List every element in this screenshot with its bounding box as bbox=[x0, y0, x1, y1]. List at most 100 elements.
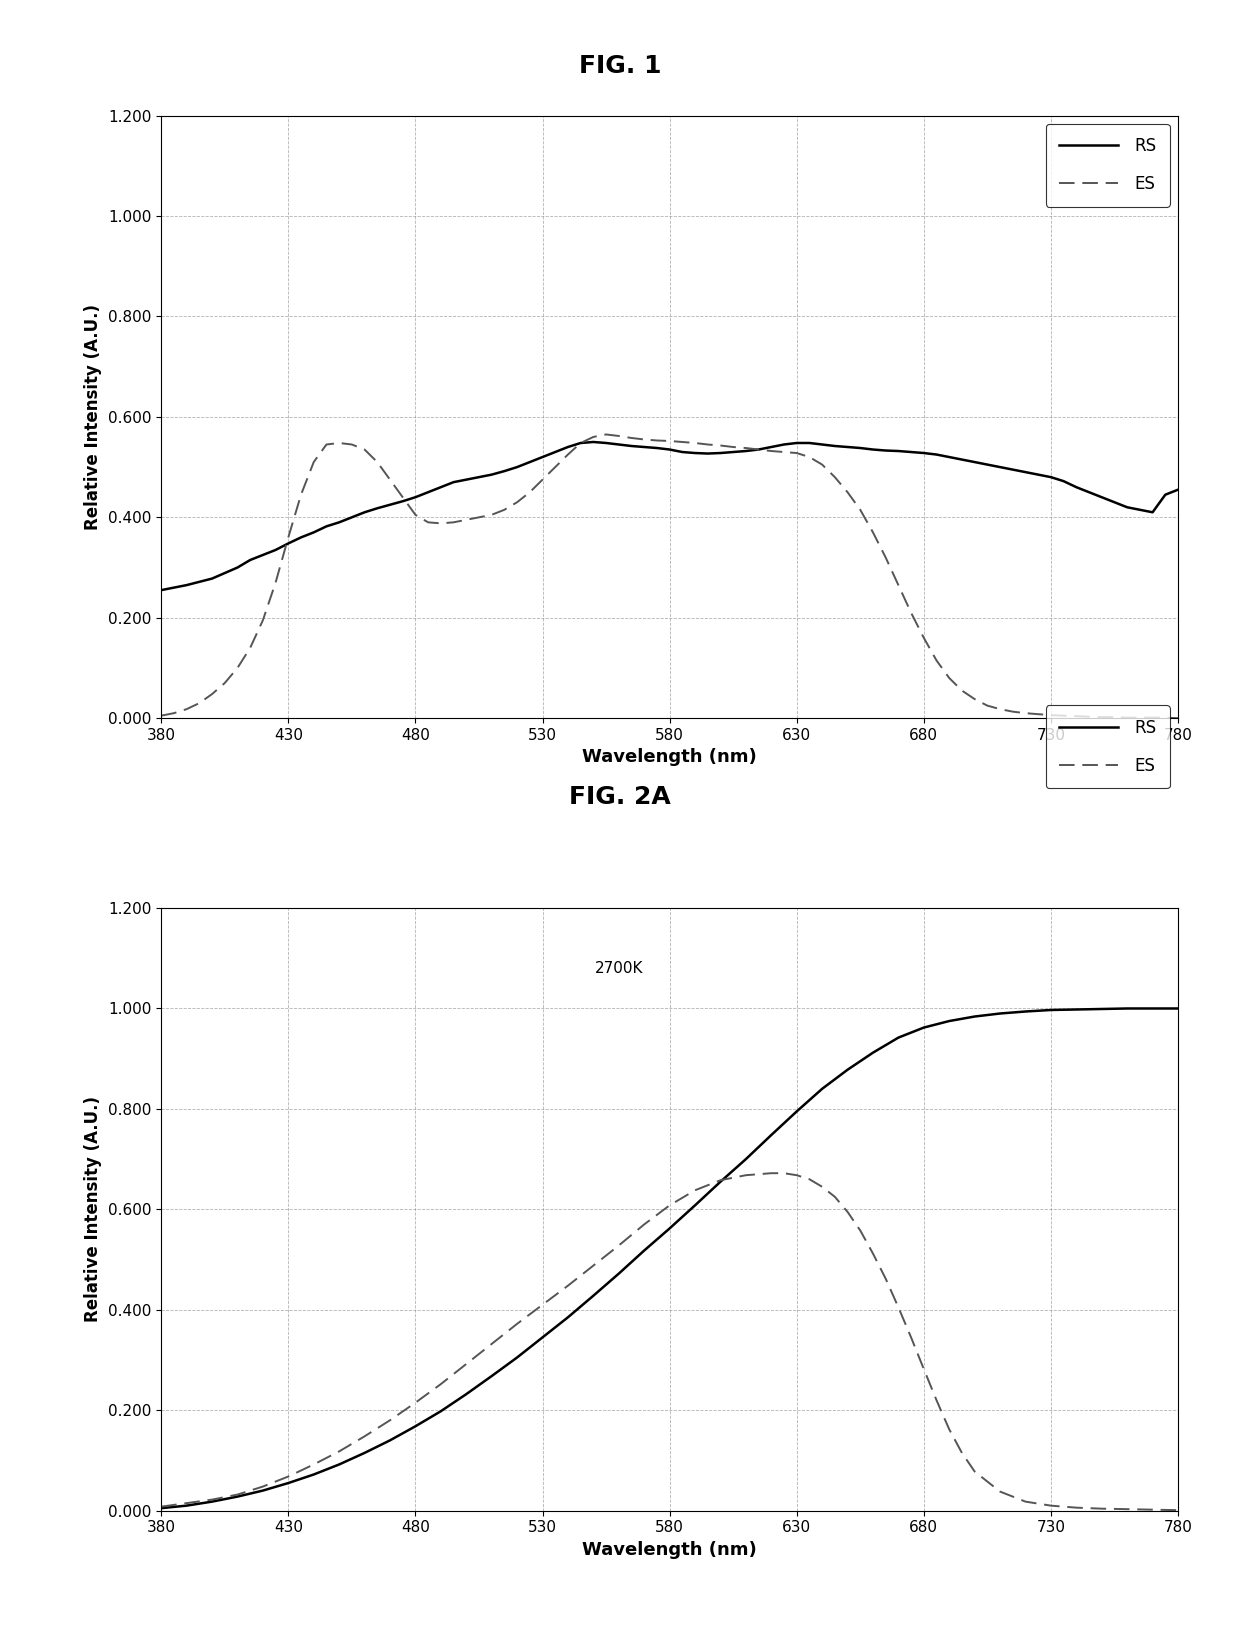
RS bbox=[967, 1007, 982, 1027]
ES bbox=[585, 1256, 600, 1276]
ES bbox=[599, 424, 614, 444]
Y-axis label: Relative Intensity (A.U.): Relative Intensity (A.U.) bbox=[84, 304, 103, 530]
Text: 2700K: 2700K bbox=[594, 961, 644, 976]
Line: RS: RS bbox=[161, 1009, 1178, 1507]
RS bbox=[1146, 999, 1161, 1019]
RS bbox=[255, 545, 270, 565]
ES bbox=[231, 1484, 246, 1504]
ES bbox=[1043, 705, 1058, 725]
RS bbox=[1120, 999, 1135, 1019]
ES bbox=[827, 1187, 842, 1207]
ES bbox=[1069, 1497, 1084, 1517]
Line: ES: ES bbox=[161, 1174, 1178, 1511]
RS bbox=[306, 1464, 321, 1484]
ES bbox=[433, 1374, 448, 1393]
ES bbox=[357, 1426, 372, 1446]
ES bbox=[802, 1169, 817, 1189]
ES bbox=[1171, 1501, 1185, 1521]
ES bbox=[916, 1359, 931, 1379]
RS bbox=[1018, 1002, 1033, 1022]
RS bbox=[890, 1027, 905, 1047]
ES bbox=[815, 1177, 830, 1197]
Line: ES: ES bbox=[161, 434, 1178, 718]
ES bbox=[725, 438, 740, 457]
ES bbox=[484, 1334, 498, 1354]
RS bbox=[433, 1402, 448, 1422]
ES bbox=[179, 1493, 193, 1512]
ES bbox=[510, 1314, 525, 1334]
ES bbox=[776, 1164, 791, 1184]
ES bbox=[662, 1195, 677, 1215]
ES bbox=[955, 1443, 970, 1463]
RS bbox=[789, 1101, 804, 1121]
X-axis label: Wavelength (nm): Wavelength (nm) bbox=[583, 1540, 756, 1559]
ES bbox=[636, 1215, 651, 1235]
ES bbox=[331, 1441, 346, 1461]
RS bbox=[611, 1263, 626, 1283]
RS bbox=[687, 1195, 702, 1215]
Text: FIG. 2A: FIG. 2A bbox=[569, 786, 671, 809]
RS bbox=[510, 457, 525, 477]
ES bbox=[967, 1461, 982, 1481]
RS bbox=[585, 433, 600, 452]
ES bbox=[853, 1220, 868, 1240]
ES bbox=[1043, 1496, 1058, 1516]
RS bbox=[841, 1060, 856, 1080]
ES bbox=[536, 1294, 551, 1314]
ES bbox=[255, 1476, 270, 1496]
ES bbox=[687, 1180, 702, 1200]
ES bbox=[941, 1420, 956, 1440]
RS bbox=[459, 1384, 474, 1403]
RS bbox=[713, 1172, 728, 1192]
RS bbox=[662, 1218, 677, 1238]
RS bbox=[382, 1430, 397, 1450]
RS bbox=[585, 1286, 600, 1306]
Legend: RS, ES: RS, ES bbox=[1045, 124, 1169, 206]
ES bbox=[789, 1166, 804, 1185]
ES bbox=[713, 1171, 728, 1190]
RS bbox=[1069, 999, 1084, 1019]
ES bbox=[1171, 708, 1185, 728]
Line: RS: RS bbox=[161, 442, 1178, 589]
RS bbox=[536, 1327, 551, 1347]
RS bbox=[764, 1124, 779, 1144]
ES bbox=[992, 700, 1007, 720]
RS bbox=[866, 1043, 880, 1063]
ES bbox=[1018, 1493, 1033, 1512]
RS bbox=[357, 1443, 372, 1463]
Y-axis label: Relative Intensity (A.U.): Relative Intensity (A.U.) bbox=[84, 1096, 103, 1322]
RS bbox=[738, 1149, 753, 1169]
RS bbox=[701, 444, 715, 464]
ES bbox=[992, 1481, 1007, 1501]
RS bbox=[1043, 1001, 1058, 1020]
RS bbox=[1171, 999, 1185, 1019]
X-axis label: Wavelength (nm): Wavelength (nm) bbox=[583, 748, 756, 766]
RS bbox=[357, 502, 372, 522]
RS bbox=[904, 442, 919, 462]
RS bbox=[636, 1240, 651, 1260]
Legend: RS, ES: RS, ES bbox=[1045, 705, 1169, 788]
ES bbox=[459, 1354, 474, 1374]
ES bbox=[878, 1268, 893, 1288]
ES bbox=[154, 1497, 169, 1517]
ES bbox=[916, 627, 931, 647]
ES bbox=[1120, 1499, 1135, 1519]
RS bbox=[231, 1486, 246, 1506]
RS bbox=[484, 1365, 498, 1385]
Text: FIG. 1: FIG. 1 bbox=[579, 54, 661, 78]
RS bbox=[1094, 999, 1109, 1019]
RS bbox=[941, 1010, 956, 1030]
ES bbox=[841, 1202, 856, 1222]
ES bbox=[280, 1466, 295, 1486]
RS bbox=[280, 1473, 295, 1493]
RS bbox=[205, 1493, 219, 1512]
RS bbox=[331, 1455, 346, 1474]
ES bbox=[764, 1164, 779, 1184]
ES bbox=[904, 1327, 919, 1347]
RS bbox=[992, 1004, 1007, 1024]
ES bbox=[890, 1298, 905, 1317]
ES bbox=[929, 1390, 944, 1410]
ES bbox=[738, 1166, 753, 1185]
ES bbox=[866, 1243, 880, 1263]
ES bbox=[154, 705, 169, 725]
